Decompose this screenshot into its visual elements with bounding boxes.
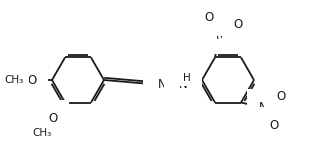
Text: CH₃: CH₃: [33, 128, 52, 138]
Text: CH₃: CH₃: [4, 75, 23, 85]
Text: O: O: [233, 18, 243, 31]
Text: O: O: [27, 73, 37, 86]
Text: O: O: [276, 90, 285, 103]
Text: N: N: [158, 79, 167, 92]
Text: H: H: [183, 73, 191, 83]
Text: N: N: [259, 101, 267, 114]
Text: O: O: [204, 11, 213, 24]
Text: N: N: [216, 29, 224, 42]
Text: N: N: [179, 79, 187, 92]
Text: O: O: [49, 112, 58, 125]
Text: O: O: [270, 119, 279, 132]
